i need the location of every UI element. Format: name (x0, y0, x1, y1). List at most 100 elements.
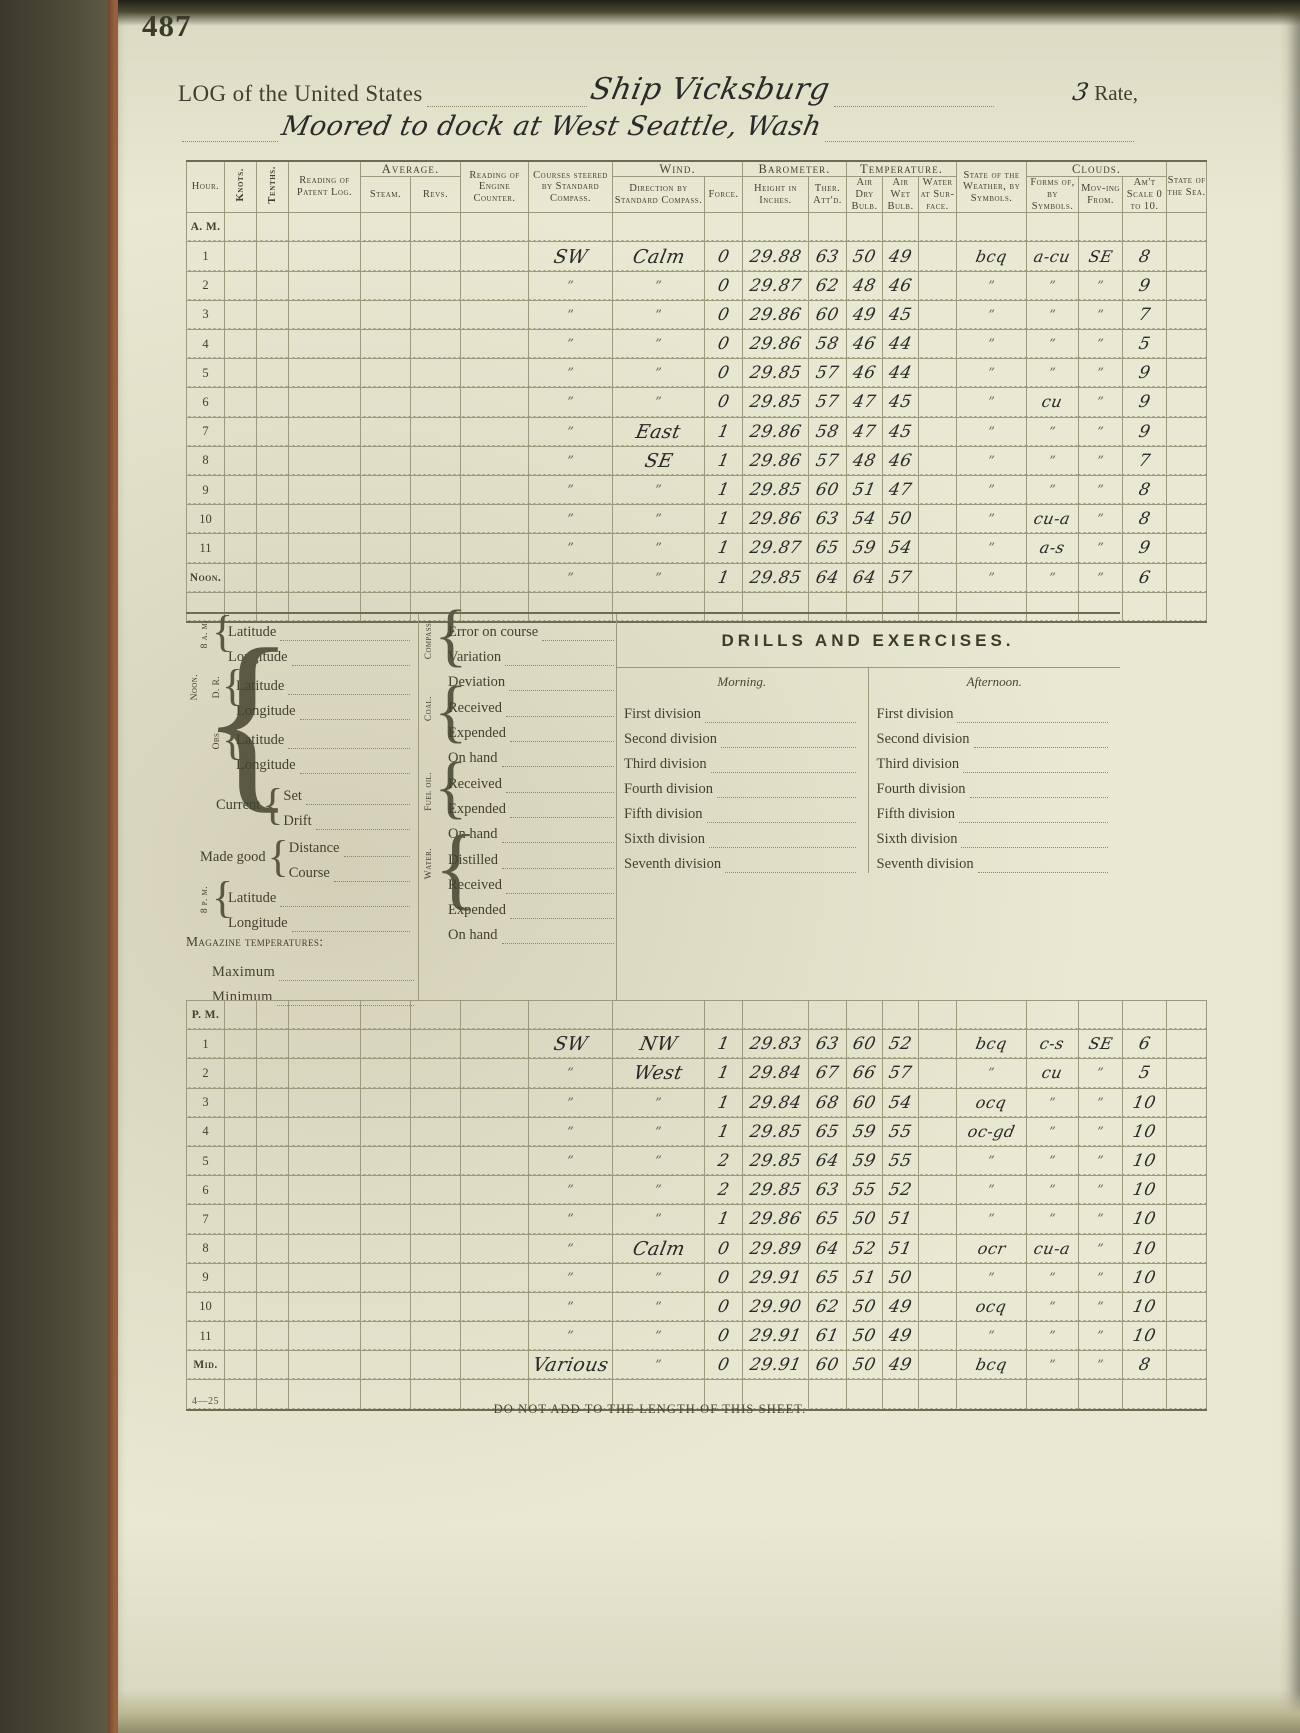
cell-wind-direction-value: West (632, 1062, 685, 1085)
drill-rule (963, 756, 1108, 773)
label-longitude-obs: Longitude (236, 757, 296, 773)
cell-wind-direction-value: NW (637, 1033, 680, 1056)
field-coal-received: Received (448, 692, 618, 717)
label-fuel-expended: Expended (448, 801, 506, 817)
cell-air-dry-bulb-value: 46 (851, 363, 878, 384)
cell-cloud-forms-value: ” (1049, 1329, 1056, 1345)
cell-cloud-forms-value: cu-a (1032, 1238, 1073, 1258)
noon-position-and-drills: 8 a. m. { Latitude Longitude Noon. { D. … (186, 600, 1120, 1006)
cell-cloud-amount: 10 (1122, 1116, 1167, 1147)
cell-steam (360, 1262, 411, 1293)
trailing-cell (1166, 591, 1208, 623)
row-hour: 3 (186, 1087, 225, 1118)
cell-wind-direction: ” (612, 328, 706, 359)
cell-ther-attached-value: 60 (814, 480, 841, 501)
spacer-cell (1122, 999, 1167, 1030)
label-maximum: Maximum (212, 964, 276, 980)
cell-cloud-amount-value: 8 (1136, 1355, 1153, 1376)
cell-revs (410, 1087, 461, 1118)
cell-cloud-forms-value: ” (1049, 337, 1056, 353)
table-row: 10 ” ” 0 29.90 62 50 49 ocq ” ” 10 (186, 1291, 1207, 1322)
tag-obs: Obs. (212, 730, 222, 750)
cell-state-of-sea (1166, 1262, 1207, 1293)
cell-cloud-forms-value: a-cu (1032, 246, 1073, 266)
cell-revs (409, 328, 462, 359)
label-longitude-dr: Longitude (236, 703, 296, 719)
cell-revs (409, 270, 462, 301)
am-section-label: A. M. (186, 212, 225, 242)
cell-ther-attached-value: 67 (814, 1063, 841, 1084)
drills-column: DRILLS AND EXERCISES. Morning. First div… (616, 614, 1120, 1000)
pm-section-label: P. M. (186, 999, 225, 1030)
cell-wind-force-value: 0 (715, 363, 732, 384)
cell-air-dry-bulb-value: 54 (851, 509, 878, 530)
spacer-cell (1166, 212, 1208, 242)
cell-knots (224, 1175, 257, 1205)
cell-barometer-height: 29.85 (742, 562, 810, 593)
cell-barometer-height-value: 29.86 (747, 1209, 804, 1230)
cell-course-steered: ” (528, 504, 614, 534)
row-hour: 1 (186, 1029, 225, 1059)
cell-knots (224, 416, 257, 447)
rate-field: 3 Rate, (1071, 78, 1138, 106)
cell-state-of-weather-value: ” (988, 424, 995, 440)
cell-water-surface (918, 533, 958, 563)
spacer-cell (742, 212, 810, 242)
row-hour: 6 (186, 387, 225, 418)
cell-cloud-amount: 10 (1122, 1233, 1167, 1264)
cell-wind-direction: ” (612, 474, 706, 505)
cell-ther-attached-value: 57 (814, 450, 841, 471)
cell-course-steered: ” (528, 1087, 613, 1118)
cell-wind-force-value: 0 (715, 1326, 732, 1347)
cell-ther-attached-value: 63 (814, 509, 841, 530)
cell-air-dry-bulb-value: 60 (851, 1034, 878, 1055)
cell-air-dry-bulb: 60 (846, 1087, 883, 1118)
section-label-row: A. M. (186, 212, 1208, 242)
table-row: 2 ” ” 0 29.87 62 48 46 ” ” ” 9 (186, 270, 1208, 301)
cell-wind-force-value: 1 (715, 567, 732, 588)
cell-cloud-amount: 7 (1122, 299, 1168, 330)
cell-patent-log (288, 1058, 361, 1089)
cell-water-surface (918, 416, 958, 447)
cell-state-of-sea (1166, 387, 1208, 418)
cell-air-dry-bulb: 50 (846, 1204, 883, 1234)
drill-afternoon-item-label: Fifth division (876, 806, 956, 822)
spacer-cell (808, 212, 848, 242)
cell-wind-direction-value: ” (655, 1329, 662, 1345)
cell-knots (224, 358, 257, 388)
cell-steam (360, 358, 411, 388)
cell-knots (224, 1291, 257, 1322)
log-title-row: LOG of the United States Ship Vicksburg … (178, 72, 1138, 107)
cell-steam (360, 387, 411, 418)
cell-barometer-height-value: 29.91 (747, 1355, 804, 1376)
cell-state-of-weather: bcq (956, 1350, 1027, 1380)
cell-engine-counter (460, 1291, 529, 1322)
row-hour: 1 (186, 241, 225, 272)
cell-barometer-height-value: 29.86 (747, 304, 804, 325)
cell-air-dry-bulb: 64 (846, 562, 884, 593)
cell-cloud-forms-value: ” (1049, 453, 1056, 469)
tag-dr-wrap: D. R. (212, 676, 222, 728)
cell-state-of-weather-value: ” (988, 1183, 995, 1199)
spacer-cell (1026, 212, 1080, 242)
drills-afternoon-column: Afternoon. First division Second division… (869, 668, 1121, 873)
label-drift: Drift (283, 813, 312, 829)
cell-cloud-amount: 8 (1122, 241, 1168, 272)
drill-rule (725, 856, 856, 873)
cell-ther-attached-value: 58 (814, 421, 841, 442)
cell-cloud-amount-value: 8 (1136, 246, 1153, 267)
drill-morning-item-label: Fourth division (624, 781, 714, 797)
cell-ther-attached: 57 (808, 387, 848, 418)
label-distilled: Distilled (448, 852, 498, 868)
row-hour: 7 (186, 1204, 225, 1234)
spacer-cell (956, 999, 1027, 1030)
cell-air-dry-bulb: 60 (846, 1029, 883, 1059)
cell-ther-attached: 65 (808, 1204, 847, 1234)
cell-cloud-forms-value: ” (1049, 1299, 1056, 1315)
cell-air-dry-bulb: 48 (846, 270, 884, 301)
cell-revs (409, 445, 462, 476)
cell-cloud-amount-value: 10 (1131, 1326, 1158, 1347)
cell-water-surface (918, 299, 958, 330)
cell-wind-direction: ” (612, 1321, 705, 1351)
cell-air-wet-bulb-value: 46 (887, 275, 914, 296)
